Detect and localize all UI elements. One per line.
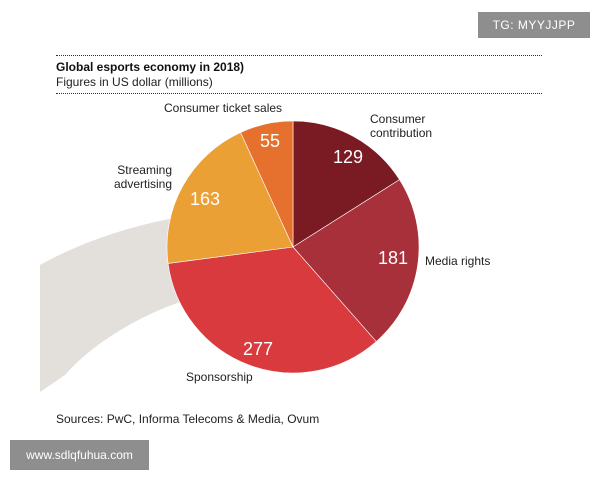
chart-header: Global esports economy in 2018) Figures … <box>56 55 542 94</box>
watermark-tg-badge: TG: MYYJJPP <box>478 12 590 38</box>
pie-value-consumer-contribution: 129 <box>333 147 363 167</box>
pie-slice-sponsorship <box>167 246 377 374</box>
pie-slice-media-rights <box>292 179 420 342</box>
chart-source: Sources: PwC, Informa Telecoms & Media, … <box>56 412 320 426</box>
watermark-url-badge: www.sdlqfuhua.com <box>10 440 149 470</box>
pie-value-streaming-advertising: 163 <box>190 189 220 209</box>
pie-value-sponsorship: 277 <box>243 339 273 359</box>
pie-label-media-rights: Media rights <box>425 254 490 268</box>
pie-label-consumer-ticket-sales: Consumer ticket sales <box>164 101 282 115</box>
pie-slice-streaming-advertising <box>166 132 294 264</box>
pie-label-sponsorship: Sponsorship <box>186 370 253 384</box>
header-top-rule <box>56 55 542 56</box>
chart-subtitle: Figures in US dollar (millions) <box>56 75 213 89</box>
pie-label-consumer-contribution: Consumer contribution <box>370 112 432 140</box>
pie-value-media-rights: 181 <box>378 248 408 268</box>
header-bottom-rule <box>56 93 542 94</box>
chart-title: Global esports economy in 2018) <box>56 60 245 74</box>
pie-slice-consumer-ticket-sales <box>240 120 294 248</box>
pie-slice-consumer-contribution <box>292 120 400 248</box>
decorative-swoosh <box>40 214 205 392</box>
pie-value-consumer-ticket-sales: 55 <box>260 131 280 151</box>
pie-label-streaming-advertising: Streaming advertising <box>114 163 172 191</box>
